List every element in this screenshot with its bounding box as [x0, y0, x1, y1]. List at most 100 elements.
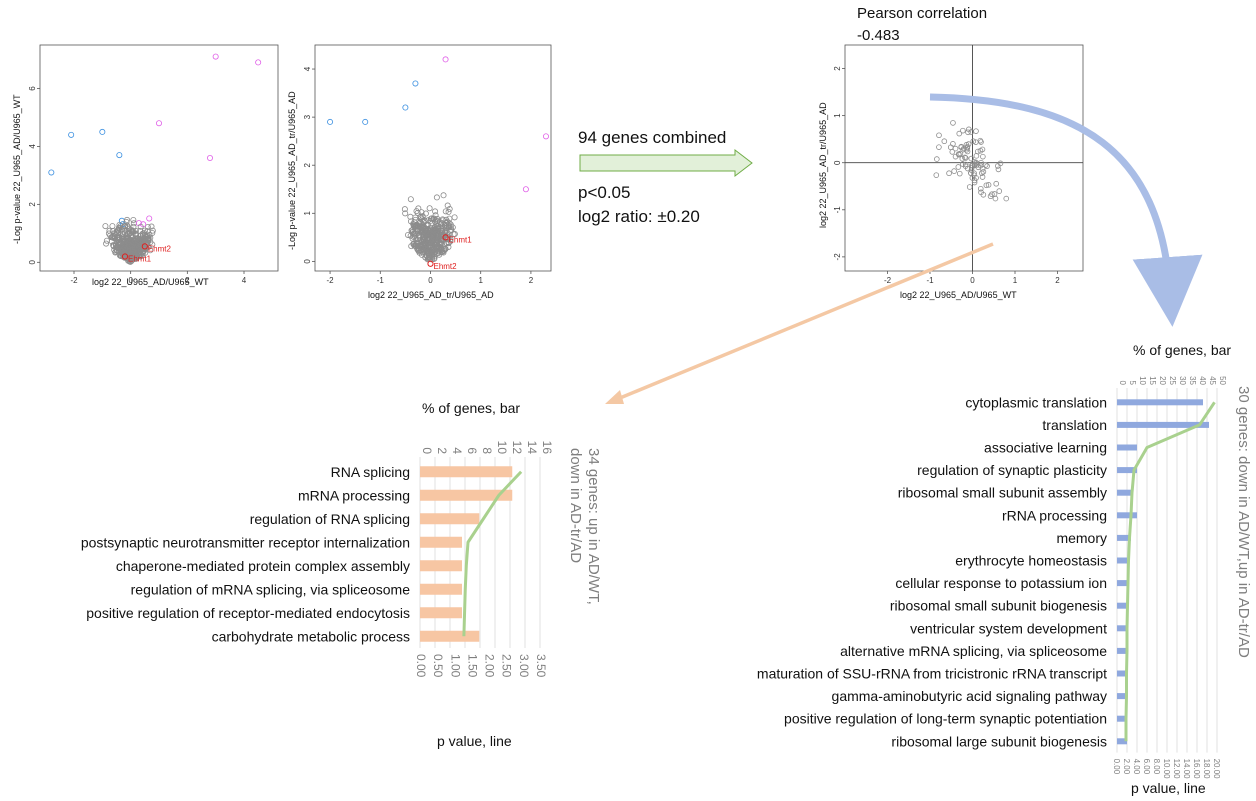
data-point [452, 215, 457, 220]
bar [420, 513, 479, 524]
category-label: regulation of mRNA splicing, via spliceo… [131, 581, 411, 597]
data-point [947, 171, 952, 176]
y-tick-label: 6 [28, 86, 37, 91]
data-point [110, 223, 115, 228]
data-point [441, 193, 446, 198]
y-tick-label: 1 [833, 113, 842, 118]
gene-label: Ehmt2 [148, 244, 172, 253]
line-axis-ticks: 0.00 2.00 4.00 6.00 8.00 10.00 12.00 14.00 16.00… [1112, 759, 1221, 780]
line-tick-label: 12.00 [1172, 759, 1181, 780]
data-point [408, 197, 413, 202]
data-point [937, 133, 942, 138]
category-label: cellular response to potassium ion [895, 575, 1107, 591]
data-point [993, 196, 998, 201]
category-label: carbohydrate metabolic process [212, 628, 410, 644]
data-point [934, 157, 939, 162]
data-point [117, 153, 122, 158]
data-point [997, 189, 1002, 194]
pvalue-line [1126, 402, 1215, 741]
line-tick-label: 3.00 [517, 654, 531, 678]
bar [1117, 603, 1127, 609]
y-tick-label: 2 [833, 66, 842, 71]
y-tick-label: -1 [833, 206, 842, 214]
down-up-arrow [930, 97, 1170, 292]
category-label: postsynaptic neurotransmitter receptor i… [81, 534, 410, 550]
data-point [967, 185, 972, 190]
data-point [363, 119, 368, 124]
data-point [256, 60, 261, 65]
bar [420, 466, 512, 477]
bar-tick-label: 20 [1158, 376, 1167, 385]
line-tick-label: 8.00 [1152, 759, 1161, 775]
go-chart-down-in-ad: cytoplasmic translationtranslationassoci… [757, 376, 1227, 779]
data-point [131, 221, 136, 226]
x-tick-label: 0 [970, 276, 975, 285]
bar [1117, 399, 1203, 405]
bar [1117, 512, 1137, 518]
category-label: positive regulation of receptor-mediated… [86, 605, 410, 621]
data-point [403, 105, 408, 110]
y-tick-label: 0 [28, 260, 37, 265]
category-label: ribosomal small subunit assembly [898, 485, 1107, 501]
data-point [49, 170, 54, 175]
line-tick-label: 6.00 [1142, 759, 1151, 775]
y-tick-label: 1 [303, 211, 312, 216]
line-tick-label: 1.00 [448, 654, 462, 678]
line-tick-label: 4.00 [1132, 759, 1141, 775]
data-point [443, 57, 448, 62]
category-label: regulation of RNA splicing [250, 511, 410, 527]
bar [420, 537, 462, 548]
data-point [994, 181, 999, 186]
gene-label: Ehmt1 [449, 235, 473, 244]
category-label: mRNA processing [298, 487, 410, 503]
line-tick-label: 2.00 [1122, 759, 1131, 775]
line-tick-label: 20.00 [1212, 759, 1221, 780]
bar-tick-label: 14 [525, 441, 539, 455]
y-tick-label: 0 [833, 160, 842, 165]
bar-tick-label: 0 [1118, 381, 1127, 386]
data-point [156, 121, 161, 126]
data-point [100, 129, 105, 134]
data-point [974, 129, 979, 134]
data-point [434, 195, 439, 200]
combine-arrow [580, 150, 752, 176]
data-point [207, 155, 212, 160]
volcano2-xlabel: log2 22_U965_AD_tr/U965_AD [368, 290, 494, 300]
data-point [1004, 196, 1009, 201]
x-tick-label: -1 [926, 276, 934, 285]
data-points [934, 121, 1009, 201]
x-tick-label: 1 [478, 276, 483, 285]
line-tick-label: 0.00 [1112, 759, 1121, 775]
up-down-arrow [620, 244, 993, 398]
category-label: positive regulation of long-term synapti… [784, 711, 1107, 727]
y-tick-label: 2 [28, 202, 37, 207]
bar [1117, 490, 1131, 496]
go1-side-label: 34 genes: up in AD/WT, down in AD-tr/AD [566, 448, 602, 608]
zero-crosshair [845, 45, 1083, 271]
bar-tick-label: 40 [1198, 376, 1207, 385]
data-point [957, 171, 962, 176]
category-labels: cytoplasmic translationtranslationassoci… [757, 394, 1107, 749]
gene-label: Ehmt1 [128, 255, 152, 264]
bar [1117, 580, 1127, 586]
x-tick-label: -1 [377, 276, 385, 285]
data-point [937, 145, 942, 150]
category-label: alternative mRNA splicing, via spliceoso… [840, 643, 1107, 659]
x-tick-label: 2 [1055, 276, 1060, 285]
data-points [327, 57, 548, 262]
bar-tick-label: 16 [540, 441, 554, 455]
bar [420, 560, 462, 571]
data-points [49, 54, 261, 264]
x-tick-label: 4 [242, 276, 247, 285]
x-tick-label: -2 [70, 276, 78, 285]
data-point [413, 81, 418, 86]
category-label: rRNA processing [1002, 507, 1107, 523]
go2-bar-title: % of genes, bar [1133, 342, 1231, 358]
bar [420, 631, 479, 642]
category-label: RNA splicing [331, 464, 410, 480]
line-axis-ticks: 0.00 0.50 1.00 1.50 2.00 2.50 3.00 3.50 [414, 654, 548, 678]
bar-tick-label: 50 [1218, 376, 1227, 385]
x-tick-label: 1 [1013, 276, 1018, 285]
bar-tick-label: 4 [450, 447, 464, 454]
bar [1117, 558, 1127, 564]
